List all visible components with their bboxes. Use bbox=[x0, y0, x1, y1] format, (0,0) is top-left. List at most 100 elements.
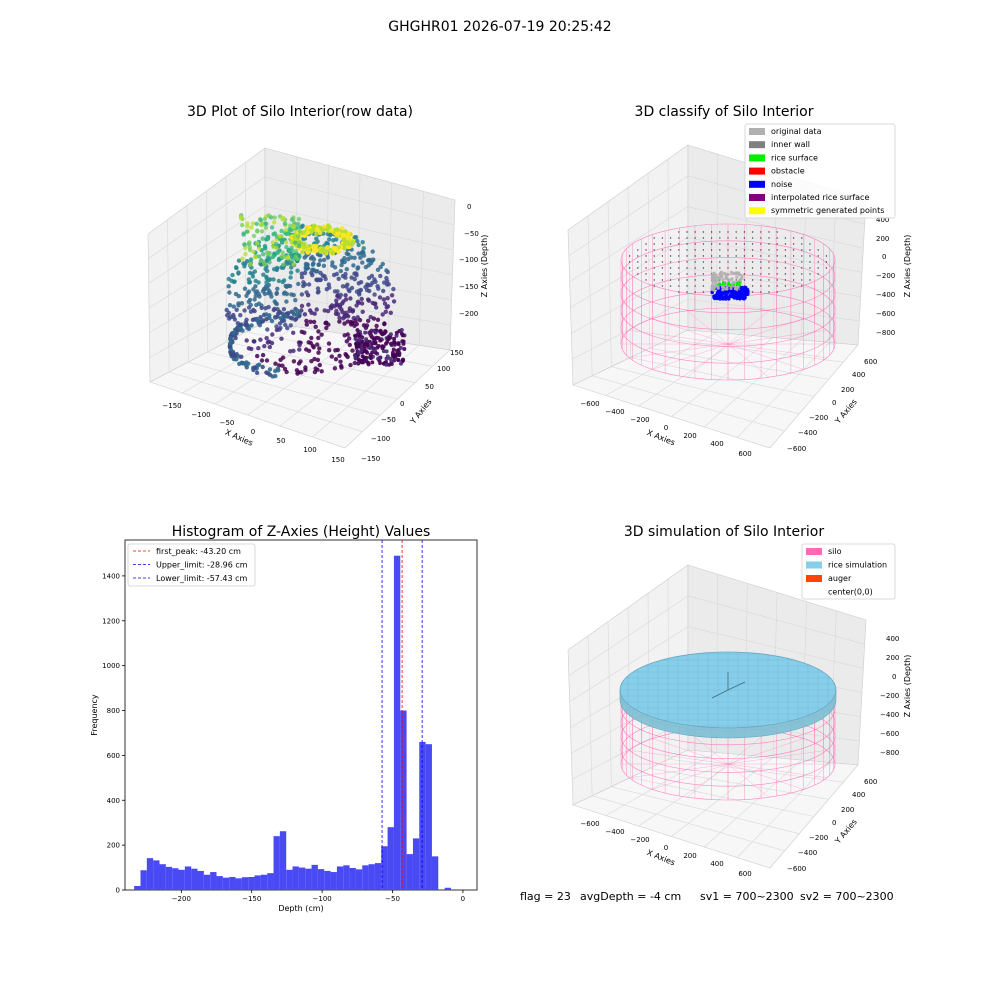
p1-point-797 bbox=[387, 362, 392, 367]
p3-ytick-label-2: 400 bbox=[107, 797, 120, 805]
p1-point-1257 bbox=[281, 262, 286, 267]
p2-grid-point-1288 bbox=[694, 237, 696, 239]
p2-grid-point-1460 bbox=[776, 279, 778, 281]
p1-point-310 bbox=[299, 303, 305, 309]
p1-point-409 bbox=[233, 265, 239, 270]
p2-rice-point-1733 bbox=[721, 283, 724, 286]
p1-point-611 bbox=[303, 367, 308, 373]
p2-noise-point-1631 bbox=[739, 292, 744, 296]
p2-grid-point-1287 bbox=[686, 237, 688, 239]
p2-grid-point-1326 bbox=[661, 249, 664, 251]
panel2-x-ticks: −600 −400 −200 0 200 400 600 bbox=[580, 400, 751, 458]
p1-point-570 bbox=[381, 288, 386, 294]
p2-grid-point-1333 bbox=[719, 249, 721, 251]
p1-point-459 bbox=[331, 238, 336, 243]
p2-silo-spoke-11 bbox=[686, 310, 729, 345]
p2-grid-point-1316 bbox=[760, 243, 762, 245]
p2-grid-point-1341 bbox=[784, 249, 787, 251]
p1-point-465 bbox=[333, 311, 339, 316]
p1-point-1152 bbox=[256, 246, 262, 251]
p2-grid-point-1342 bbox=[792, 249, 795, 251]
panel-simulation-3d: 3D simulation of Silo Interior −600 −400… bbox=[567, 524, 912, 878]
p1-point-391 bbox=[364, 323, 370, 328]
p1-point-1142 bbox=[334, 233, 340, 238]
p1-point-579 bbox=[311, 257, 317, 262]
p2-grid-point-1411 bbox=[751, 267, 754, 269]
p1-point-410 bbox=[355, 239, 360, 244]
p2-grid-point-1424 bbox=[661, 273, 664, 275]
p2-grid-point-1335 bbox=[735, 249, 737, 251]
p1-point-549 bbox=[304, 347, 309, 352]
p2-grid-point-1277 bbox=[735, 231, 737, 233]
p1-point-441 bbox=[380, 261, 385, 267]
panel4-title: 3D simulation of Silo Interior bbox=[624, 524, 825, 540]
p3-xlabel: Depth (cm) bbox=[278, 904, 323, 913]
p1-grid-hr5 bbox=[264, 176, 455, 226]
p1-point-790 bbox=[353, 354, 358, 359]
p2-ytick-3: 0 bbox=[832, 399, 836, 407]
p1-point-1070 bbox=[317, 230, 323, 236]
p1-point-789 bbox=[378, 338, 383, 343]
p1-point-926 bbox=[246, 326, 252, 332]
p1-point-1166 bbox=[284, 244, 289, 250]
p3-bar-41 bbox=[393, 555, 401, 890]
p1-point-419 bbox=[315, 367, 320, 372]
p3-bar-14 bbox=[222, 877, 230, 890]
p2-grid-point-1486 bbox=[694, 291, 696, 293]
p2-grid-point-1440 bbox=[792, 273, 795, 275]
p2-ytick-5: 400 bbox=[852, 371, 865, 379]
p2-grid-point-1457 bbox=[751, 279, 754, 281]
p2-grid-point-1418 bbox=[809, 267, 811, 269]
p1-point-452 bbox=[344, 339, 349, 344]
p1-point-1239 bbox=[247, 247, 253, 253]
p1-point-461 bbox=[227, 303, 233, 308]
p2-grid-point-1420 bbox=[825, 267, 828, 269]
p1-point-156 bbox=[275, 286, 280, 291]
p2-grid-point-1340 bbox=[776, 249, 778, 251]
p1-point-657 bbox=[360, 339, 365, 344]
p1-point-1249 bbox=[285, 255, 290, 260]
p3-plot-frame bbox=[124, 539, 478, 891]
p1-point-524 bbox=[242, 308, 247, 313]
p2-legend-swatch-2 bbox=[749, 154, 765, 162]
p1-point-736 bbox=[367, 339, 372, 344]
p2-ztick-6: −800 bbox=[876, 329, 895, 337]
p2-grid-point-1405 bbox=[702, 267, 705, 269]
p1-point-987 bbox=[300, 250, 305, 255]
p2-grid-point-1379 bbox=[694, 261, 696, 263]
p2-ytick-4: 200 bbox=[841, 386, 854, 394]
p1-point-1240 bbox=[249, 225, 254, 230]
p2-xtick-2: −200 bbox=[630, 416, 649, 424]
p1-point-521 bbox=[315, 239, 320, 244]
p1-point-60 bbox=[288, 275, 293, 280]
p1-point-131 bbox=[236, 258, 242, 263]
p1-point-539 bbox=[300, 223, 305, 228]
panel1-y-ticks: −150 −100 −50 0 50 100 150 bbox=[361, 349, 463, 463]
p1-point-540 bbox=[333, 348, 338, 353]
p2-silo-spoke-13 bbox=[727, 310, 770, 345]
p3-bar-40 bbox=[387, 827, 394, 890]
p1-point-1199 bbox=[265, 236, 271, 241]
p1-point-699 bbox=[391, 347, 396, 352]
p4-legend-label-1: rice simulation bbox=[828, 561, 887, 570]
p2-ytick-1: −400 bbox=[798, 429, 817, 437]
p4-xtick-2: −200 bbox=[630, 836, 649, 844]
p1-point-553 bbox=[259, 305, 264, 311]
p1-ytick-6: 150 bbox=[450, 349, 463, 357]
p1-point-556 bbox=[368, 282, 373, 288]
p3-bar-49 bbox=[444, 887, 451, 890]
p1-point-408 bbox=[231, 304, 236, 309]
p1-point-379 bbox=[351, 263, 356, 268]
p3-ytick-label-4: 800 bbox=[107, 707, 120, 715]
p1-point-1255 bbox=[293, 240, 298, 245]
p1-point-337 bbox=[262, 244, 268, 249]
p1-point-1252 bbox=[244, 229, 250, 234]
p4-ytick-1: −400 bbox=[798, 849, 817, 857]
p2-xtick-0: −600 bbox=[580, 400, 599, 408]
p2-grid-point-1364 bbox=[776, 255, 778, 257]
p1-point-398 bbox=[287, 283, 293, 289]
p2-noise-point-1577 bbox=[745, 292, 750, 297]
p1-point-640 bbox=[278, 325, 283, 331]
p1-point-178 bbox=[349, 285, 355, 291]
p1-point-374 bbox=[224, 307, 229, 313]
